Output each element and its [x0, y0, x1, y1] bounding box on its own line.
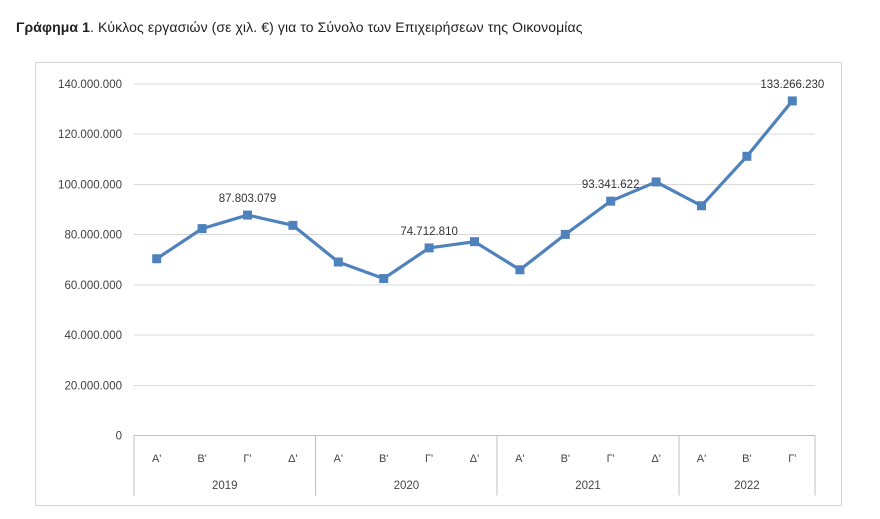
chart-title-number: Γράφημα 1	[16, 19, 90, 35]
data-point-marker	[606, 196, 616, 206]
data-point-marker	[197, 224, 207, 234]
quarter-label: Β'	[379, 453, 388, 465]
chart-title-text: . Κύκλος εργασιών (σε χιλ. €) για το Σύν…	[90, 19, 583, 35]
quarter-label: Δ'	[651, 453, 660, 465]
data-point-marker	[470, 237, 479, 247]
year-label: 2020	[394, 480, 420, 492]
y-axis-tick-label: 20.000.000	[64, 380, 122, 392]
y-axis-tick-label: 60.000.000	[64, 280, 122, 292]
quarter-label: Γ'	[607, 453, 615, 465]
data-point-marker	[651, 177, 661, 187]
year-label: 2022	[734, 480, 760, 492]
quarter-label: Α'	[697, 453, 706, 465]
data-point-marker	[243, 210, 252, 220]
quarter-label: Β'	[742, 453, 751, 465]
y-axis-tick-label: 0	[116, 431, 122, 443]
quarter-label: Β'	[197, 453, 206, 465]
data-point-marker	[333, 257, 343, 267]
quarter-label: Δ'	[288, 453, 297, 465]
data-point-marker	[515, 265, 525, 275]
data-point-label: 93.341.622	[582, 179, 640, 191]
data-point-label: 87.803.079	[219, 193, 277, 205]
year-label: 2019	[212, 480, 238, 492]
y-axis-tick-label: 100.000.000	[58, 179, 122, 191]
quarter-label: Α'	[152, 453, 161, 465]
y-axis-tick-label: 40.000.000	[64, 330, 122, 342]
data-point-label: 74.712.810	[400, 226, 458, 238]
quarter-label: Γ'	[243, 453, 251, 465]
chart-area: 0 20.000.000 40.000.000 60.000.000 80.000.00…	[35, 62, 842, 506]
series-line	[155, 99, 794, 281]
data-point-marker	[379, 274, 389, 284]
quarter-label: Β'	[561, 453, 570, 465]
data-point-marker	[787, 96, 797, 106]
line-chart: 0 20.000.000 40.000.000 60.000.000 80.000.00…	[58, 79, 824, 496]
y-axis-tick-label: 140.000.000	[58, 79, 122, 91]
year-label: 2021	[575, 480, 601, 492]
data-point-marker	[560, 229, 570, 239]
quarter-label: Α'	[515, 453, 524, 465]
data-point-marker	[152, 254, 162, 264]
quarter-label: Γ'	[425, 453, 433, 465]
data-point-marker	[288, 220, 298, 230]
quarter-label: Δ'	[470, 453, 479, 465]
data-point-marker	[697, 201, 706, 211]
y-axis-tick-label: 80.000.000	[64, 230, 122, 242]
chart-title: Γράφημα 1. Κύκλος εργασιών (σε χιλ. €) γ…	[16, 19, 583, 35]
data-point-label: 133.266.230	[760, 79, 824, 91]
y-axis-tick-label: 120.000.000	[58, 129, 122, 141]
quarter-label: Α'	[334, 453, 343, 465]
data-point-marker	[742, 151, 752, 161]
data-point-marker	[424, 243, 434, 253]
quarter-label: Γ'	[788, 453, 796, 465]
